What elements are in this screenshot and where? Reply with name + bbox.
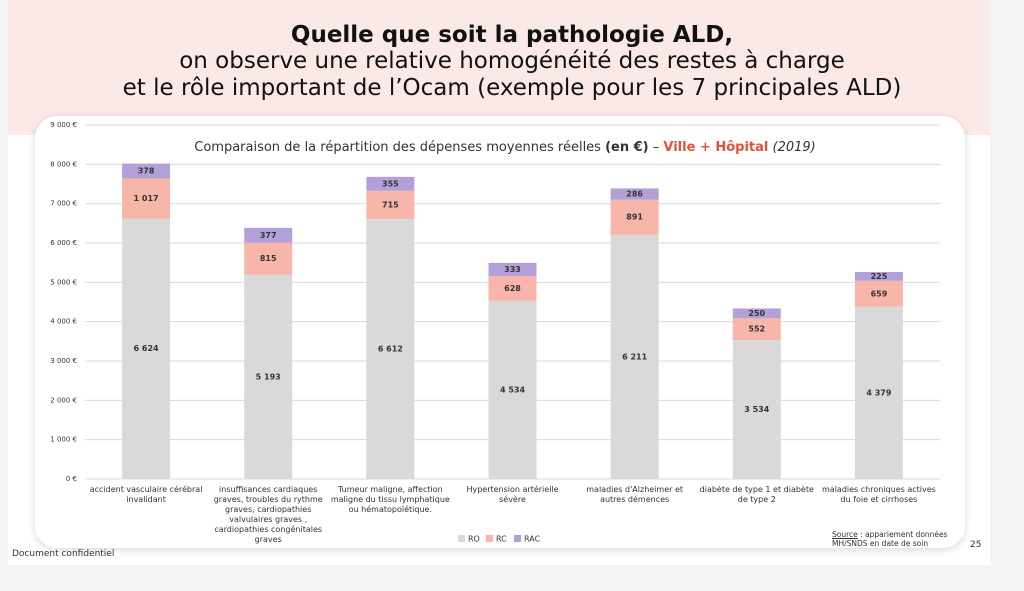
- value-label: 6 211: [622, 352, 647, 361]
- y-tick-label: 9 000 €: [50, 121, 77, 129]
- value-label: 286: [626, 190, 643, 199]
- bar-segment: [366, 176, 415, 191]
- value-label: 628: [504, 284, 521, 293]
- bar-segment: [488, 300, 537, 479]
- source-label: Source: [832, 530, 858, 539]
- value-label: 659: [871, 289, 888, 298]
- value-label: 333: [504, 265, 521, 274]
- bar-segment: [732, 308, 781, 319]
- y-tick-label: 1 000 €: [50, 436, 77, 444]
- bar-segment: [244, 274, 293, 479]
- y-tick-label: 8 000 €: [50, 160, 77, 168]
- page-number: 25: [970, 540, 982, 550]
- value-label: 4 379: [866, 388, 891, 397]
- y-tick-label: 4 000 €: [50, 318, 77, 326]
- title-part: (2019): [768, 140, 815, 155]
- y-tick-label: 6 000 €: [50, 239, 77, 247]
- bar-segment: [610, 188, 659, 200]
- legend-swatch: [486, 535, 493, 542]
- bar-segment: [122, 218, 171, 479]
- title-line: Quelle que soit la pathologie ALD,: [290, 22, 734, 48]
- title-part: Comparaison de la répartition des dépens…: [194, 140, 605, 155]
- bar-segment: [488, 262, 537, 276]
- legend-label: RO: [468, 535, 480, 544]
- x-tick-label: insuffisances cardiaques graves, trouble…: [213, 485, 323, 544]
- bar-segment: [732, 318, 781, 340]
- legend-swatch: [514, 535, 521, 542]
- source-note: Source : appariement données MH/SNDS en …: [832, 530, 962, 548]
- value-label: 815: [260, 254, 277, 263]
- source-text: : appariement données MH/SNDS en date de…: [832, 530, 948, 548]
- bar-segment: [488, 275, 537, 301]
- y-tick-label: 3 000 €: [50, 357, 77, 365]
- legend-label: RC: [496, 535, 507, 544]
- title-part: –: [649, 140, 664, 155]
- title-part: (en €): [605, 140, 649, 155]
- legend-swatch: [458, 535, 465, 542]
- value-label: 1 017: [134, 194, 159, 203]
- value-label: 250: [748, 309, 765, 318]
- x-tick-label: Hypertension artérielle sévère: [466, 485, 559, 504]
- value-label: 5 193: [256, 372, 281, 381]
- legend-label: RAC: [524, 535, 541, 544]
- bar-segment: [732, 339, 781, 479]
- bar-segment: [854, 271, 903, 281]
- bar-segment: [610, 199, 659, 235]
- bar-segment: [854, 306, 903, 479]
- bar-segment: [122, 178, 171, 219]
- confidential: Document confidentiel: [12, 549, 115, 559]
- x-tick-label: diabète de type 1 et diabète de type 2: [699, 485, 814, 504]
- x-tick-label: maladies d'Alzheimer et autres démences: [586, 485, 684, 504]
- value-label: 3 534: [744, 405, 769, 414]
- value-label: 378: [138, 167, 155, 176]
- value-label: 6 612: [378, 344, 403, 353]
- bar-segment: [122, 163, 171, 179]
- header-band: [8, 0, 990, 135]
- value-label: 355: [382, 179, 399, 188]
- x-tick-label: accident vasculaire cérébral invalidant: [89, 485, 203, 504]
- bar-segment: [244, 242, 293, 275]
- title-line: et le rôle important de l’Ocam (exemple …: [122, 75, 902, 101]
- y-tick-label: 2 000 €: [50, 396, 77, 404]
- bar-segment: [244, 227, 293, 243]
- value-label: 377: [260, 231, 277, 240]
- bar-segment: [854, 280, 903, 307]
- bar-segment: [366, 218, 415, 480]
- value-label: 6 624: [134, 344, 159, 353]
- value-label: 552: [748, 325, 765, 334]
- chart-title: Comparaison de la répartition des dépens…: [194, 140, 816, 155]
- y-tick-label: 0 €: [66, 475, 77, 483]
- title-line: on observe une relative homogénéité des …: [179, 48, 845, 74]
- x-tick-label: maladies chroniques actives du foie et c…: [822, 485, 936, 504]
- value-label: 715: [382, 200, 399, 209]
- bar-segment: [610, 234, 659, 479]
- y-tick-label: 7 000 €: [50, 200, 77, 208]
- value-label: 891: [626, 213, 643, 222]
- y-tick-label: 5 000 €: [50, 278, 77, 286]
- x-tick-label: Tumeur maligne, affection maligne du tis…: [330, 485, 450, 514]
- bar-segment: [366, 190, 415, 219]
- title-part: Ville + Hôpital: [663, 140, 768, 155]
- value-label: 4 534: [500, 385, 525, 394]
- value-label: 225: [871, 272, 888, 281]
